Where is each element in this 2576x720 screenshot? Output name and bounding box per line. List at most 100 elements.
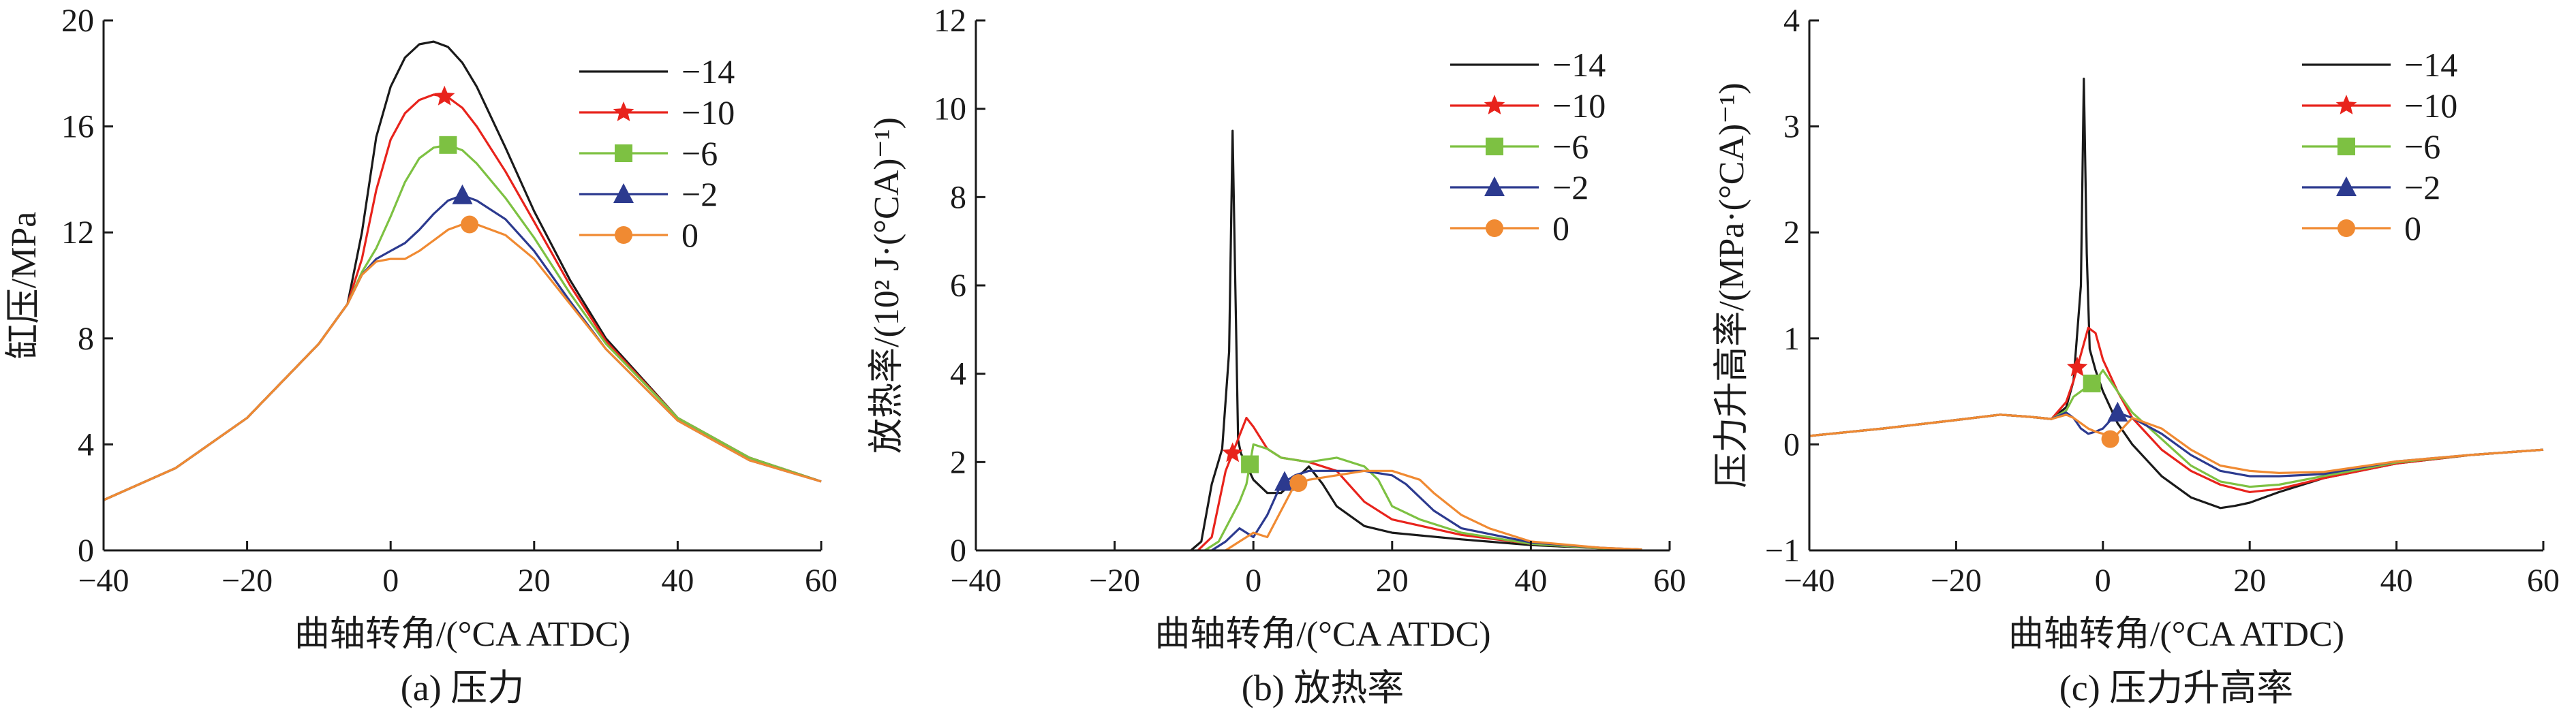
y-tick-label: 0 [78, 533, 94, 569]
legend-marker [1486, 219, 1503, 237]
series-line [1204, 443, 1642, 552]
series-line [103, 194, 822, 501]
y-axis-title: 放热率/(10² J·(°CA)⁻¹) [868, 117, 906, 454]
y-tick-label: 0 [950, 533, 966, 569]
legend-marker [2335, 95, 2357, 114]
legend-label: 0 [1552, 209, 1569, 247]
legend-label: −6 [2404, 127, 2440, 166]
panel-caption: (c) 压力升高率 [2059, 668, 2293, 708]
legend: −14−10−6−20 [2302, 46, 2457, 247]
x-tick-label: −20 [1089, 563, 1140, 599]
series-marker [461, 215, 479, 234]
x-tick-label: −20 [1931, 563, 1982, 599]
series-marker [434, 85, 455, 106]
x-tick-label: 40 [2380, 563, 2413, 599]
series-line [1190, 129, 1642, 552]
x-axis-title: 曲轴转角/(°CA ATDC) [1154, 615, 1490, 654]
x-tick-label: 60 [2527, 563, 2560, 599]
series-marker [1289, 474, 1308, 492]
x-tick-label: 40 [1514, 563, 1547, 599]
legend-marker [1484, 95, 1505, 114]
legend-label: −10 [681, 93, 735, 131]
y-tick-label: 3 [1783, 109, 1800, 145]
x-tick-label: −40 [1783, 563, 1835, 599]
y-axis-title: 缸压/MPa [4, 212, 44, 360]
series-line [103, 223, 822, 501]
legend-marker [2337, 219, 2355, 237]
legend-label: −10 [2404, 87, 2457, 125]
chart-panel-b: 0 2 4 6 8 10 12 −40 −20 0 20 40 60 曲轴转角/(°CA ATDC) 放热率… [868, 3, 1686, 708]
y-axis-title: 压力升高率/(MPa·(°CA)⁻¹) [1713, 82, 1751, 488]
y-tick-label: 16 [61, 109, 94, 145]
legend-marker [1484, 176, 1505, 196]
x-tick-label: 20 [518, 563, 551, 599]
y-tick-label: 6 [950, 268, 966, 304]
x-tick-label: 0 [1245, 563, 1261, 599]
legend-marker [2337, 138, 2355, 155]
legend: −14−10−6−20 [579, 52, 735, 254]
series-line [1225, 469, 1642, 552]
x-tick-label: −40 [950, 563, 1001, 599]
legend-label: 0 [681, 216, 699, 254]
y-tick-label: 10 [934, 91, 966, 127]
legend-label: 0 [2404, 209, 2421, 247]
legend-label: −6 [681, 134, 718, 172]
legend-label: −2 [681, 175, 718, 213]
panel-caption: (b) 放热率 [1242, 668, 1404, 708]
y-tick-label: 12 [61, 215, 94, 251]
legend-label: −2 [2404, 168, 2440, 206]
y-tick-label: 20 [61, 3, 94, 39]
y-tick-label: 2 [1783, 215, 1800, 251]
legend-marker [615, 144, 632, 162]
series-line [1809, 326, 2544, 493]
series-marker [2101, 430, 2119, 448]
legend-label: −14 [681, 52, 735, 91]
series-line [1211, 469, 1642, 552]
series-line [1809, 411, 2544, 478]
x-tick-label: 40 [661, 563, 694, 599]
y-tick-label: 0 [1783, 426, 1800, 463]
series-marker [1241, 455, 1259, 473]
x-axis-title: 曲轴转角/(°CA ATDC) [294, 615, 630, 654]
legend-label: −10 [1552, 87, 1606, 125]
series-marker [1222, 442, 1243, 463]
legend-marker [613, 183, 634, 203]
y-tick-label: 1 [1783, 321, 1800, 357]
x-tick-label: −40 [78, 563, 129, 599]
series-marker [2083, 374, 2101, 392]
series-line [1809, 369, 2544, 488]
x-tick-label: −20 [221, 563, 273, 599]
x-tick-label: 20 [2233, 563, 2266, 599]
legend-marker [615, 226, 632, 244]
y-tick-label: 2 [950, 444, 966, 480]
legend-label: −6 [1552, 127, 1589, 166]
panel-caption: (a) 压力 [401, 668, 524, 708]
y-tick-label: 12 [934, 3, 966, 39]
x-tick-label: 0 [2095, 563, 2111, 599]
series-marker [452, 184, 473, 204]
series-marker [2066, 356, 2088, 377]
y-tick-label: −1 [1765, 533, 1800, 569]
series-marker [2107, 401, 2128, 422]
legend-marker [613, 101, 634, 121]
x-tick-label: 60 [805, 563, 838, 599]
series-marker [1274, 471, 1295, 491]
y-tick-label: 4 [950, 356, 966, 392]
y-tick-label: 8 [78, 321, 94, 357]
y-tick-label: 4 [1783, 3, 1800, 39]
legend-label: −14 [1552, 46, 1606, 84]
x-tick-label: 0 [382, 563, 399, 599]
legend-marker [1486, 138, 1503, 155]
series-line [1197, 416, 1642, 552]
x-axis-title: 曲轴转角/(°CA ATDC) [2008, 615, 2344, 654]
y-tick-label: 8 [950, 179, 966, 215]
x-tick-label: 20 [1376, 563, 1409, 599]
series-marker [439, 136, 457, 154]
y-tick-label: 4 [78, 426, 94, 463]
legend: −14−10−6−20 [1450, 46, 1606, 247]
x-tick-label: 60 [1653, 563, 1686, 599]
